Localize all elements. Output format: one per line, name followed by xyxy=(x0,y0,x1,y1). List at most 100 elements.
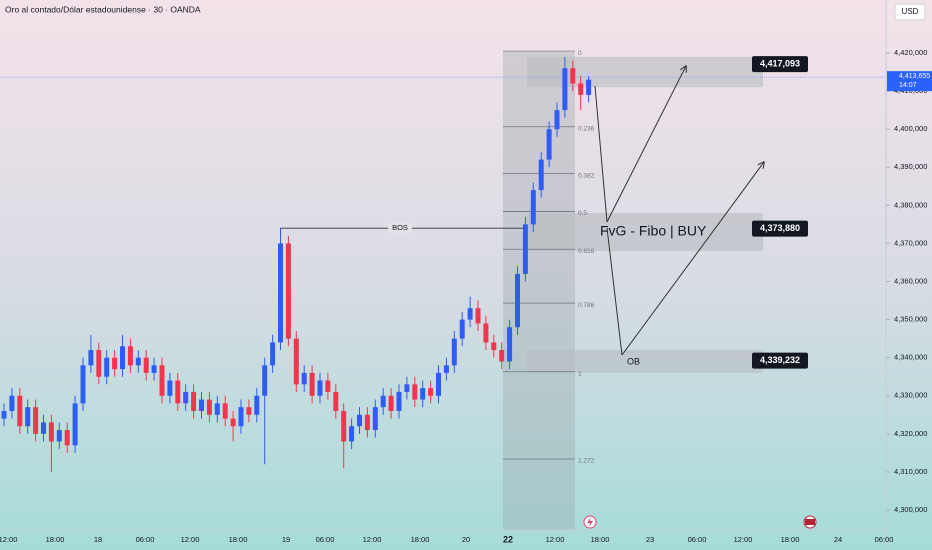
drawings xyxy=(594,66,764,356)
y-tick-label: 4,330,000 xyxy=(894,391,927,400)
candle-body xyxy=(96,350,102,377)
fib-range-shade xyxy=(503,52,575,530)
fib-label: 0.786 xyxy=(578,302,595,309)
candle-body xyxy=(238,407,244,427)
flag-icon xyxy=(805,519,815,525)
x-tick-label: 18:00 xyxy=(229,535,248,544)
candle-body xyxy=(270,342,276,366)
candle-body xyxy=(459,319,465,339)
candle-body xyxy=(578,83,584,95)
candle-body xyxy=(404,384,410,392)
candle-body xyxy=(175,380,181,404)
y-tick-label: 4,360,000 xyxy=(894,276,927,285)
candle-body xyxy=(151,365,157,373)
price-tag: 4,373,880 xyxy=(760,223,800,233)
candle-body xyxy=(522,224,528,274)
x-tick-label: 12:00 xyxy=(734,535,753,544)
candle-body xyxy=(515,273,520,328)
candle-body xyxy=(388,395,394,411)
candle-body xyxy=(48,422,54,442)
fib-label: 0.236 xyxy=(578,125,595,132)
candle-body xyxy=(183,391,189,404)
candle-body xyxy=(104,357,110,377)
x-tick-label: 18:00 xyxy=(411,535,430,544)
fib-label: 1 xyxy=(578,370,582,377)
candle-body xyxy=(372,407,378,431)
y-tick-label: 4,320,000 xyxy=(894,429,927,438)
candle-body xyxy=(56,430,62,442)
zone xyxy=(527,212,763,252)
candle-body xyxy=(507,327,513,362)
candle-body xyxy=(159,365,165,396)
candle-body xyxy=(206,399,212,415)
price-tag-bg xyxy=(752,56,808,73)
candle-body xyxy=(167,380,173,396)
y-tick-label: 4,340,000 xyxy=(894,353,927,362)
candle-body xyxy=(349,426,355,442)
x-tick-label: 18 xyxy=(94,535,102,544)
candle-body xyxy=(262,365,268,396)
candle-body xyxy=(530,190,536,225)
drawing-line xyxy=(594,85,608,223)
candle-body xyxy=(191,391,197,411)
candle-body xyxy=(562,68,568,111)
candle-body xyxy=(570,68,576,84)
candle-body xyxy=(254,395,260,415)
candle-body xyxy=(546,129,552,160)
y-tick-label: 4,390,000 xyxy=(894,162,927,171)
candle-body xyxy=(199,399,204,411)
candle-body xyxy=(214,403,220,415)
x-tick-label: 06:00 xyxy=(136,535,155,544)
candle-body xyxy=(246,407,252,415)
candle-body xyxy=(475,308,481,324)
candle-body xyxy=(420,388,426,400)
event-icon-bolt xyxy=(587,517,593,527)
x-tick-label: 23 xyxy=(646,535,654,544)
x-tick-label: 12:00 xyxy=(363,535,382,544)
candle-body xyxy=(17,395,23,427)
fib-label: 0.618 xyxy=(578,248,595,255)
y-tick-label: 4,310,000 xyxy=(894,467,927,476)
candle-body xyxy=(364,414,370,431)
price-tag: 4,417,093 xyxy=(760,58,800,68)
x-tick-label: 19 xyxy=(282,535,290,544)
candle-body xyxy=(135,357,141,366)
candle-body xyxy=(230,418,236,427)
fib-label: 1.272 xyxy=(578,458,595,465)
candle-body xyxy=(285,243,291,339)
candle-body xyxy=(120,346,125,370)
candle-body xyxy=(80,365,86,404)
annotation: OB xyxy=(627,356,640,366)
x-tick-label: 12:00 xyxy=(181,535,200,544)
candle-body xyxy=(222,403,228,419)
drawing-arrow xyxy=(621,162,764,356)
candle-body xyxy=(491,342,497,351)
x-tick-label: 12:00 xyxy=(0,535,17,544)
candle-body xyxy=(586,79,592,95)
candle-body xyxy=(412,384,418,400)
candle-body xyxy=(9,395,15,411)
candle-body xyxy=(143,357,149,373)
candle-body xyxy=(64,430,70,446)
y-tick-label: 4,400,000 xyxy=(894,124,927,133)
candle-body xyxy=(309,372,315,396)
drawing-arrow xyxy=(606,66,686,223)
candle-body xyxy=(317,380,323,396)
candle-body xyxy=(538,159,544,191)
candle-body xyxy=(72,403,78,446)
price-tag-bg xyxy=(752,220,808,237)
current-price-tag-bg xyxy=(887,71,932,92)
candle-body xyxy=(88,350,94,366)
candle-body xyxy=(443,365,449,373)
candle-body xyxy=(301,372,307,385)
currency-box[interactable] xyxy=(894,3,926,21)
y-tick-label: 4,350,000 xyxy=(894,315,927,324)
candle-body xyxy=(451,338,457,366)
chart-title: Oro al contado/Dólar estadounidense · 30… xyxy=(5,4,201,14)
current-price-time: 14:07 xyxy=(899,82,917,89)
candle-body xyxy=(396,391,402,411)
price-tag: 4,339,232 xyxy=(760,355,800,365)
